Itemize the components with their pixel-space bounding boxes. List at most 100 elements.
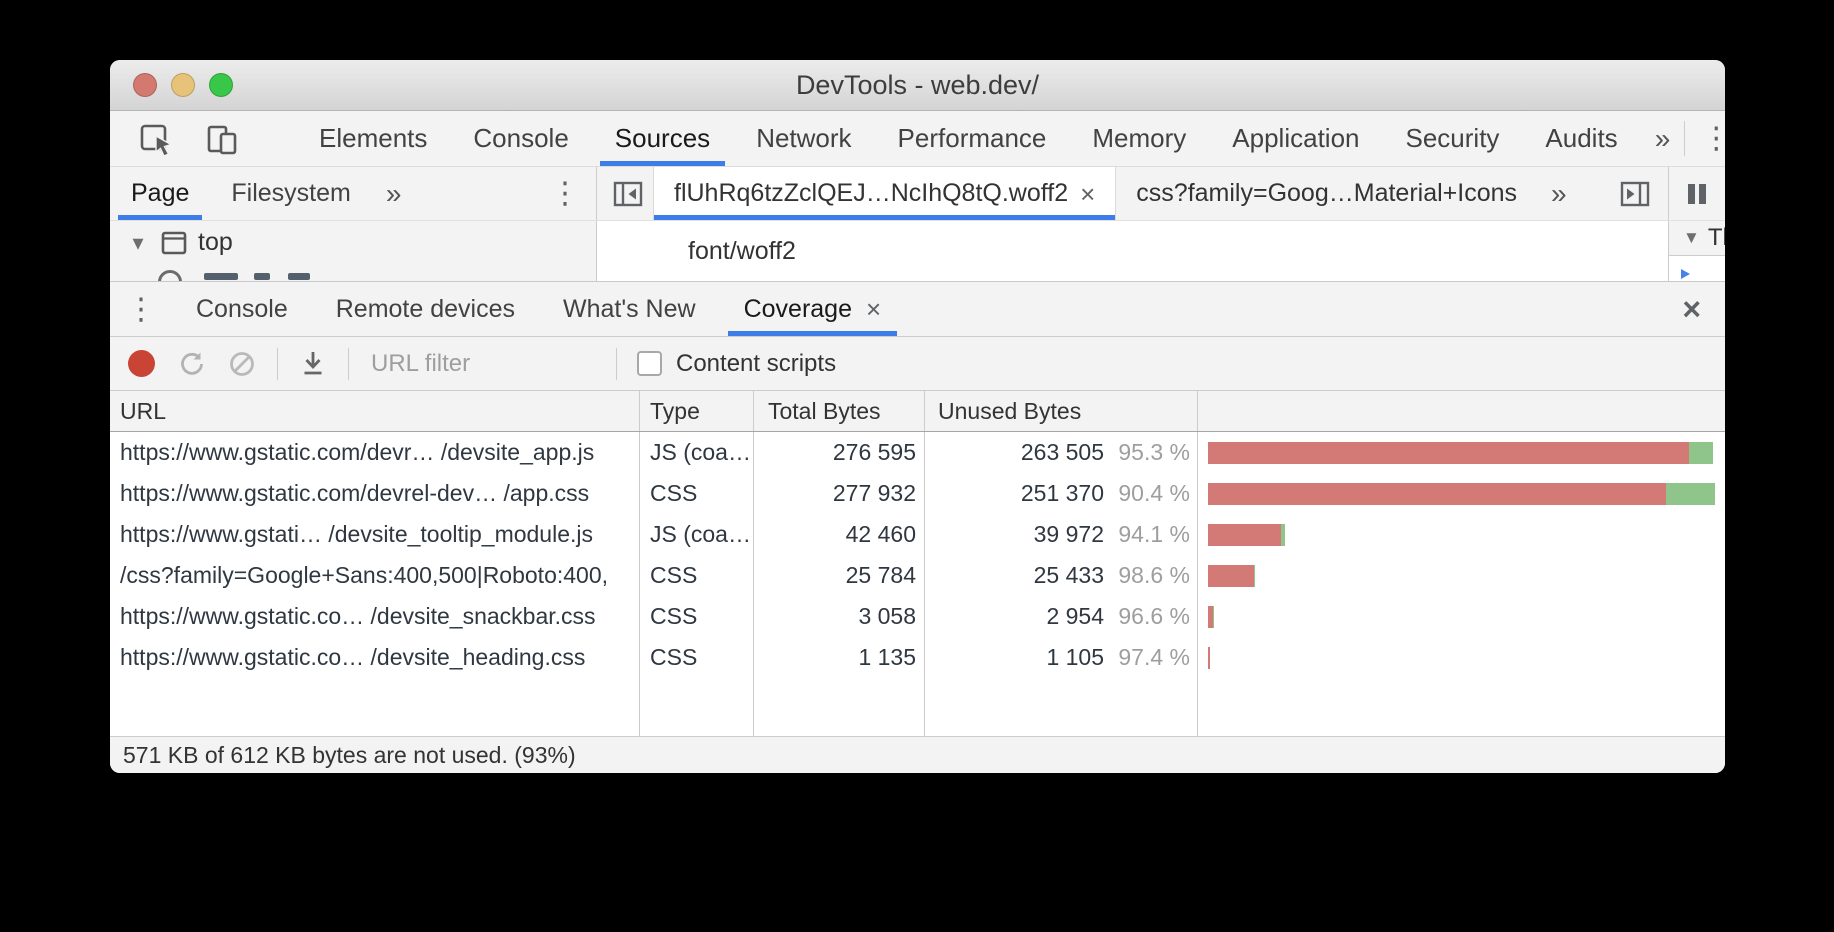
url-cell: /css?family=Google+Sans:400,500|Roboto:4…: [110, 555, 640, 596]
close-tab-icon[interactable]: ×: [1080, 178, 1096, 209]
more-navigator-tabs-icon[interactable]: »: [385, 177, 402, 209]
editor-tabstrip: flUhRq6tzZclQEJ…NcIhQ8tQ.woff2 × css?fam…: [597, 167, 1669, 220]
unused-bytes-cell: 263 505 95.3 %: [925, 432, 1198, 473]
divider: [277, 347, 278, 380]
content-scripts-label: Content scripts: [676, 349, 837, 377]
used-bar-segment: [1280, 523, 1286, 546]
close-coverage-tab-icon[interactable]: ×: [865, 294, 882, 324]
tab-console[interactable]: Console: [473, 123, 569, 153]
unused-bytes-cell: 251 370 90.4 %: [925, 473, 1198, 514]
column-header-unused-bytes[interactable]: Unused Bytes: [925, 391, 1198, 431]
clear-icon[interactable]: [227, 349, 257, 379]
sidebar-section-body: [1669, 256, 1725, 281]
table-row[interactable]: https://www.gstatic.co… /devsite_snackba…: [110, 596, 1725, 637]
table-row[interactable]: https://www.gstatic.com/devrel-dev… /app…: [110, 473, 1725, 514]
navigator-kebab-icon[interactable]: ⋮: [550, 177, 580, 210]
type-cell: CSS: [640, 596, 754, 637]
export-download-icon[interactable]: [298, 349, 328, 379]
type-cell: CSS: [640, 637, 754, 678]
unused-bytes-cell: 25 433 98.6 %: [925, 555, 1198, 596]
sidebar-section-header[interactable]: ▼ Th: [1669, 221, 1725, 256]
execution-marker-icon: [1681, 269, 1690, 279]
table-row[interactable]: /css?family=Google+Sans:400,500|Roboto:4…: [110, 555, 1725, 596]
total-bytes-cell: 276 595: [754, 432, 925, 473]
unused-bytes-value: 1 105: [1046, 644, 1104, 670]
tab-page[interactable]: Page: [110, 167, 210, 220]
unused-bytes-cell: 39 972 94.1 %: [925, 514, 1198, 555]
tab-performance[interactable]: Performance: [897, 123, 1047, 153]
usage-bar: [1208, 523, 1286, 546]
coverage-status-bar: 571 KB of 612 KB bytes are not used. (93…: [110, 736, 1725, 773]
unused-bar-segment: [1208, 564, 1255, 587]
total-bytes-cell: 277 932: [754, 473, 925, 514]
usage-bar-cell: [1198, 432, 1725, 473]
usage-bar-cell: [1198, 555, 1725, 596]
file-tab-css-family[interactable]: css?family=Goog…Material+Icons: [1136, 179, 1518, 207]
table-row[interactable]: https://www.gstatic.co… /devsite_heading…: [110, 637, 1725, 678]
hide-navigator-icon[interactable]: [603, 167, 653, 220]
drawer-tab-coverage[interactable]: Coverage ×: [720, 282, 906, 336]
drawer-kebab-icon[interactable]: ⋮: [126, 292, 156, 326]
tree-expand-icon[interactable]: ▾: [132, 229, 144, 255]
sources-content-row: ▾ top font/woff2 ▼ Th: [110, 221, 1725, 281]
column-header-url[interactable]: URL: [110, 391, 640, 431]
tree-item-top[interactable]: ▾ top: [110, 221, 596, 257]
table-row[interactable]: https://www.gstati… /devsite_tooltip_mod…: [110, 514, 1725, 555]
tab-application[interactable]: Application: [1232, 123, 1360, 153]
divider: [348, 347, 349, 380]
tab-audits[interactable]: Audits: [1545, 123, 1618, 153]
tab-network[interactable]: Network: [756, 123, 852, 153]
close-window-button[interactable]: [133, 73, 157, 97]
record-coverage-button[interactable]: [128, 350, 155, 377]
used-bar-segment: [1666, 482, 1715, 505]
unused-percent-value: 97.4 %: [1118, 644, 1190, 670]
divider: [616, 347, 617, 380]
drawer-tab-whats-new[interactable]: What's New: [562, 294, 696, 323]
tab-elements[interactable]: Elements: [319, 123, 428, 153]
usage-bar-cell: [1198, 596, 1725, 637]
more-file-tabs-icon[interactable]: »: [1551, 177, 1567, 209]
type-cell: CSS: [640, 473, 754, 514]
main-menu-kebab-icon[interactable]: ⋮: [1701, 122, 1725, 155]
tree-item-label: top: [198, 228, 233, 256]
unused-bar-segment: [1208, 482, 1667, 505]
unused-percent-value: 95.3 %: [1118, 439, 1190, 465]
unused-bytes-cell: 2 954 96.6 %: [925, 596, 1198, 637]
tab-filesystem[interactable]: Filesystem: [231, 179, 351, 207]
content-scripts-checkbox[interactable]: [637, 351, 662, 376]
close-drawer-icon[interactable]: ×: [1682, 290, 1701, 327]
url-cell: https://www.gstatic.co… /devsite_snackba…: [110, 596, 640, 637]
type-cell: JS (coa…: [640, 432, 754, 473]
tab-memory[interactable]: Memory: [1092, 123, 1187, 153]
reload-icon[interactable]: [177, 349, 207, 379]
devtools-window: DevTools - web.dev/ Elements Console Sou…: [110, 60, 1725, 773]
device-toolbar-icon[interactable]: [196, 121, 248, 157]
unused-bar-segment: [1208, 441, 1689, 464]
tab-security[interactable]: Security: [1405, 123, 1500, 153]
minimize-window-button[interactable]: [171, 73, 195, 97]
frame-icon: [160, 229, 188, 257]
show-debugger-sidebar-icon[interactable]: [1610, 167, 1660, 220]
drawer-tab-remote-devices[interactable]: Remote devices: [335, 294, 515, 323]
total-bytes-cell: 42 460: [754, 514, 925, 555]
unused-percent-value: 96.6 %: [1118, 603, 1190, 629]
usage-bar-cell: [1198, 637, 1725, 678]
more-tabs-icon[interactable]: »: [1654, 122, 1671, 154]
inspect-element-icon[interactable]: [130, 121, 182, 157]
column-header-total-bytes[interactable]: Total Bytes: [754, 391, 925, 431]
window-controls: [133, 73, 233, 97]
drawer-tab-console[interactable]: Console: [196, 294, 288, 323]
tab-sources[interactable]: Sources: [592, 111, 733, 166]
coverage-table-body: https://www.gstatic.com/devr… /devsite_a…: [110, 432, 1725, 678]
url-cell: https://www.gstatic.com/devr… /devsite_a…: [110, 432, 640, 473]
pause-script-icon[interactable]: [1684, 181, 1710, 207]
column-header-type[interactable]: Type: [640, 391, 754, 431]
file-tab-woff2[interactable]: flUhRq6tzZclQEJ…NcIhQ8tQ.woff2 ×: [653, 167, 1117, 220]
url-filter-input[interactable]: [369, 348, 598, 379]
zoom-window-button[interactable]: [209, 73, 233, 97]
type-cell: CSS: [640, 555, 754, 596]
usage-bar-cell: [1198, 473, 1725, 514]
drawer: ⋮ Console Remote devices What's New Cove…: [110, 281, 1725, 773]
table-row[interactable]: https://www.gstatic.com/devr… /devsite_a…: [110, 432, 1725, 473]
editor-pane[interactable]: font/woff2: [597, 221, 1669, 281]
